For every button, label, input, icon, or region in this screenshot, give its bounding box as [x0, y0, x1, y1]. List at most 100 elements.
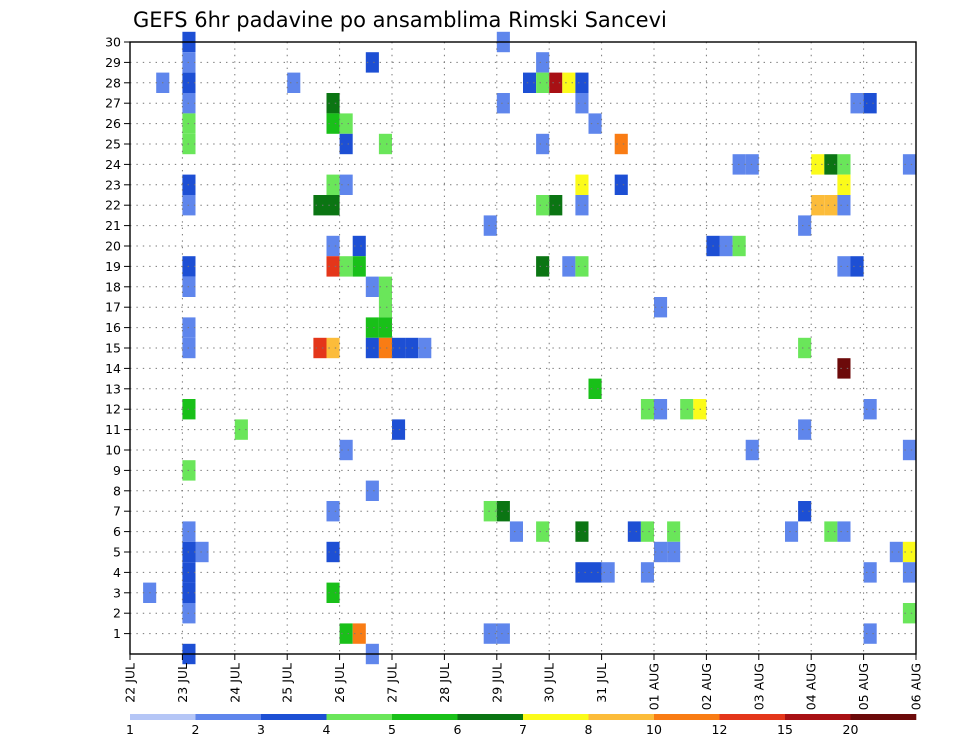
heatmap-cell: [536, 133, 550, 155]
colorbar-swatch: [326, 714, 393, 720]
heatmap-cell: [562, 256, 576, 277]
heatmap-cell: [575, 256, 589, 277]
x-tick-label: 03 AUG: [751, 663, 766, 710]
colorbar-label: 2: [192, 722, 200, 737]
heatmap-cell: [352, 256, 366, 277]
heatmap-cell: [536, 195, 550, 216]
heatmap-cell: [352, 623, 366, 644]
heatmap-cell: [536, 52, 550, 73]
heatmap-cell: [392, 337, 406, 359]
x-tick-label: 23 JUL: [175, 663, 190, 703]
heatmap-cell: [326, 235, 340, 257]
heatmap-cell: [575, 521, 589, 542]
heatmap-cell: [549, 195, 563, 216]
colorbar-label: 12: [712, 722, 728, 737]
heatmap-cell: [313, 337, 327, 359]
y-tick-label: 12: [105, 402, 121, 417]
y-tick-label: 16: [105, 320, 121, 335]
heatmap-cell: [483, 501, 497, 522]
heatmap-cell: [902, 541, 916, 563]
heatmap-cell: [326, 256, 340, 277]
y-tick-label: 10: [105, 443, 121, 458]
heatmap-cell: [889, 541, 903, 563]
colorbar-label: 20: [843, 722, 859, 737]
heatmap-cell: [811, 195, 825, 216]
heatmap-cell: [326, 195, 340, 216]
y-tick-label: 13: [105, 381, 121, 396]
heatmap-cell: [863, 399, 877, 420]
heatmap-cell: [496, 501, 510, 522]
heatmap-cell: [326, 337, 340, 359]
heatmap-cell: [378, 276, 392, 297]
heatmap-cell: [483, 215, 497, 236]
heatmap-cell: [326, 541, 340, 563]
x-tick-label: 28 JUL: [437, 663, 452, 703]
heatmap-cell: [575, 562, 589, 583]
heatmap-cell: [798, 419, 812, 440]
x-tick-label: 06 AUG: [909, 663, 924, 710]
colorbar-legend: 1 2 3 4 5 6 7 8 10 12 15 20: [126, 714, 917, 737]
y-tick-label: 20: [105, 239, 121, 254]
heatmap-cell: [365, 52, 379, 73]
y-tick-label: 9: [113, 463, 121, 478]
heatmap-cell: [798, 501, 812, 522]
y-tick-label: 7: [113, 504, 121, 519]
heatmap-cell: [837, 521, 851, 542]
heatmap-cell: [365, 337, 379, 359]
heatmap-cell: [654, 297, 668, 318]
heatmap-cell: [352, 235, 366, 257]
x-tick-label: 05 AUG: [856, 663, 871, 710]
y-tick-label: 3: [113, 585, 121, 600]
heatmap-cell: [326, 174, 340, 195]
y-tick-label: 14: [105, 361, 121, 376]
heatmap-cell: [575, 93, 589, 114]
heatmap-cell: [588, 378, 602, 399]
heatmap-cell: [850, 256, 864, 277]
heatmap-cell: [575, 195, 589, 216]
heatmap-cell: [365, 317, 379, 338]
heatmap-cell: [824, 154, 838, 175]
heatmap-cell: [654, 399, 668, 420]
heatmap-cell: [536, 521, 550, 542]
heatmap-cell: [627, 521, 641, 542]
heatmap-cell: [536, 256, 550, 277]
heatmap-cell: [339, 256, 353, 277]
x-tick-label: 22 JUL: [123, 663, 138, 703]
colorbar-label: 15: [777, 722, 793, 737]
y-tick-label: 19: [105, 259, 121, 274]
heatmap-cell: [640, 399, 654, 420]
heatmap-cell: [287, 72, 301, 93]
heatmap-cell: [496, 93, 510, 114]
colorbar-swatch: [261, 714, 327, 720]
x-tick-label: 27 JUL: [385, 663, 400, 703]
heatmap-cell: [365, 276, 379, 297]
heatmap-cell: [536, 72, 550, 93]
y-tick-label: 21: [105, 218, 121, 233]
colorbar-swatch: [523, 714, 589, 720]
colorbar-swatch: [195, 714, 262, 720]
heatmap-cell: [392, 419, 406, 440]
x-tick-label: 26 JUL: [332, 663, 347, 703]
heatmap-cell: [483, 623, 497, 644]
heatmap-cell: [378, 317, 392, 338]
y-tick-label: 22: [105, 198, 121, 213]
heatmap-cell: [562, 72, 576, 93]
colorbar-label: 3: [257, 722, 265, 737]
colorbar-label: 7: [519, 722, 527, 737]
heatmap-cell: [837, 195, 851, 216]
heatmap-cell: [326, 582, 340, 603]
heatmap-cell: [850, 93, 864, 114]
heatmap-cell: [509, 521, 523, 542]
y-tick-label: 23: [105, 177, 121, 192]
y-tick-label: 4: [113, 565, 121, 580]
heatmap-cell: [365, 480, 379, 501]
colorbar-label: 1: [126, 722, 134, 737]
chart-title: GEFS 6hr padavine po ansamblima Rimski S…: [133, 8, 667, 32]
heatmap-cell: [523, 72, 537, 93]
colorbar-swatch: [588, 714, 655, 720]
heatmap-cell: [601, 562, 615, 583]
x-tick-label: 02 AUG: [699, 663, 714, 710]
heatmap-cell: [824, 521, 838, 542]
heatmap-cell: [378, 297, 392, 318]
